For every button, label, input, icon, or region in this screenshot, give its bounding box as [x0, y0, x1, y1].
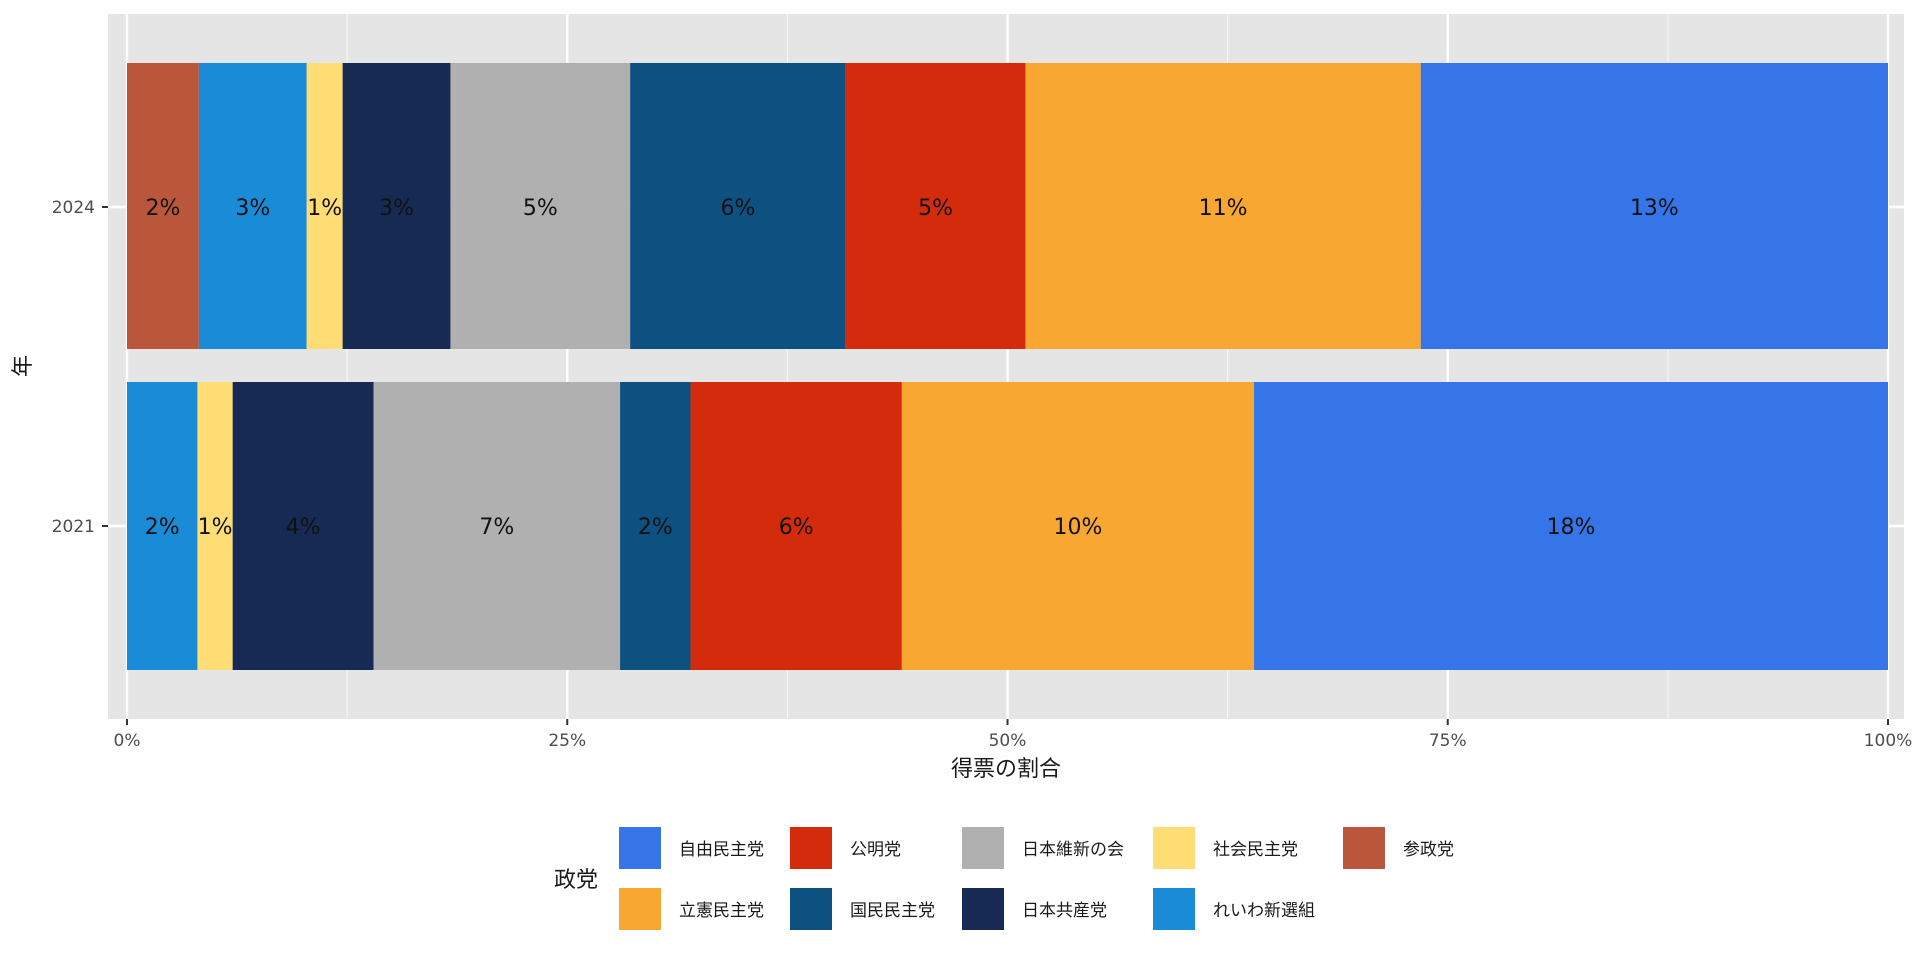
legend-key	[962, 888, 1004, 930]
y-axis-title: 年	[11, 355, 36, 377]
data-label: 6%	[721, 196, 756, 221]
x-tick-label: 25%	[548, 731, 586, 751]
x-tick-label: 75%	[1429, 731, 1467, 751]
bar-segment	[845, 63, 1026, 349]
data-label: 11%	[1199, 196, 1248, 221]
bar-segment	[127, 382, 198, 670]
data-label: 5%	[918, 196, 953, 221]
legend-label: れいわ新選組	[1213, 901, 1315, 921]
legend-label: 公明党	[850, 840, 901, 860]
bar-segment	[901, 382, 1255, 670]
data-label: 2%	[145, 196, 180, 221]
legend-title: 政党	[554, 868, 598, 893]
data-label: 1%	[307, 196, 342, 221]
data-label: 13%	[1630, 196, 1679, 221]
legend-label: 日本共産党	[1022, 901, 1107, 921]
legend-label: 国民民主党	[850, 901, 935, 921]
legend-key	[619, 888, 661, 930]
legend-key	[962, 827, 1004, 869]
data-label: 1%	[198, 515, 233, 540]
data-label: 2%	[145, 515, 180, 540]
bar-segment	[1025, 63, 1421, 349]
data-label: 3%	[379, 196, 414, 221]
bars: 2% 3% 1% 3% 5% 6% 5% 11% 13% 2% 1% 4% 7% 2% 6% 10% 18%	[127, 63, 1888, 670]
legend-key	[1343, 827, 1385, 869]
data-label: 10%	[1053, 515, 1102, 540]
bar-segment	[630, 63, 846, 349]
x-axis-title: 得票の割合	[951, 757, 1061, 782]
bar-segment	[127, 63, 199, 349]
legend-label: 立憲民主党	[679, 900, 764, 921]
x-tick-label: 0%	[114, 731, 141, 751]
legend-label: 自由民主党	[679, 840, 764, 860]
legend-label: 社会民主党	[1213, 840, 1298, 860]
data-label: 5%	[523, 196, 558, 221]
data-label: 4%	[286, 515, 321, 540]
legend-label: 日本維新の会	[1022, 840, 1124, 860]
legend-key	[619, 827, 661, 869]
legend-key	[1153, 827, 1195, 869]
data-label: 2%	[638, 515, 673, 540]
data-label: 6%	[779, 515, 814, 540]
y-axis: 2024 2021	[52, 198, 108, 537]
bar-segment	[1420, 63, 1888, 349]
legend-key	[1153, 888, 1195, 930]
bar-segment	[373, 382, 621, 670]
data-label: 7%	[479, 515, 514, 540]
legend-label: 参政党	[1403, 840, 1454, 860]
bar-segment	[232, 382, 374, 670]
data-label: 3%	[235, 196, 270, 221]
bar-segment	[690, 382, 902, 670]
bar-segment	[1254, 382, 1888, 670]
x-tick-label: 100%	[1864, 731, 1913, 751]
legend-key	[790, 888, 832, 930]
y-tick-label: 2021	[52, 517, 95, 537]
data-label: 18%	[1547, 515, 1596, 540]
bar-segment	[306, 63, 343, 349]
bar-segment	[450, 63, 631, 349]
x-axis: 0% 25% 50% 75% 100%	[114, 719, 1913, 751]
bar-segment	[198, 63, 307, 349]
x-tick-label: 50%	[989, 731, 1027, 751]
bar-segment	[197, 382, 233, 670]
y-tick-label: 2024	[52, 198, 95, 218]
bar-segment	[620, 382, 691, 670]
bar-segment	[342, 63, 451, 349]
legend-key	[790, 827, 832, 869]
